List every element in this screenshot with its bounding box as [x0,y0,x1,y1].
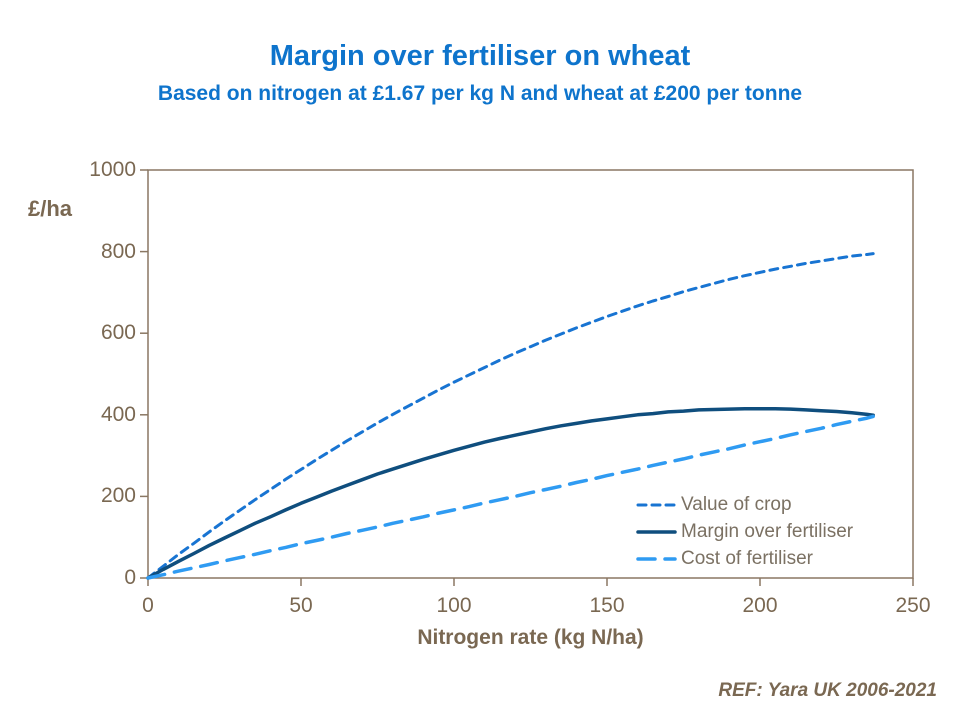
legend-item-cost-of-fertiliser: Cost of fertiliser [636,545,853,572]
plot-border [147,169,914,579]
y-axis-unit-label: £/ha [28,196,73,221]
y-tick-label: 200 [100,484,136,508]
series-line [146,252,875,580]
x-tick-label: 200 [742,594,778,617]
x-tick-label: 150 [589,594,625,617]
legend: Value of crop Margin over fertiliser Cos… [636,491,854,572]
y-tick-label: 800 [100,239,136,263]
legend-label: Cost of fertiliser [681,547,813,569]
series-line [146,414,875,580]
y-tick-label: 1000 [89,158,136,181]
legend-label: Value of crop [681,493,792,515]
legend-item-margin-over-fertiliser: Margin over fertiliser [636,518,854,545]
x-tick-label: 250 [895,594,931,617]
cost-line-marker-icon [636,556,677,561]
x-tick-label: 50 [289,594,313,617]
legend-label: Margin over fertiliser [681,520,854,542]
value-of-crop-line-marker-icon [636,503,677,506]
x-axis-title: Nitrogen rate (kg N/ha) [417,626,644,649]
plot-area [140,169,914,586]
x-tick-label: 0 [142,594,154,617]
chart-subtitle: Based on nitrogen at £1.67 per kg N and … [157,82,803,105]
legend-item-value-of-crop: Value of crop [636,491,853,518]
reference-label: REF: Yara UK 2006-2021 [718,680,937,701]
x-tick-label: 100 [436,594,472,617]
margin-line-marker-icon [636,529,677,534]
y-tick-label: 600 [100,321,136,345]
y-tick-label: 400 [100,402,136,426]
y-tick-label: 0 [124,566,136,589]
series-line [146,406,875,580]
chart-title: Margin over fertiliser on wheat [269,40,691,72]
